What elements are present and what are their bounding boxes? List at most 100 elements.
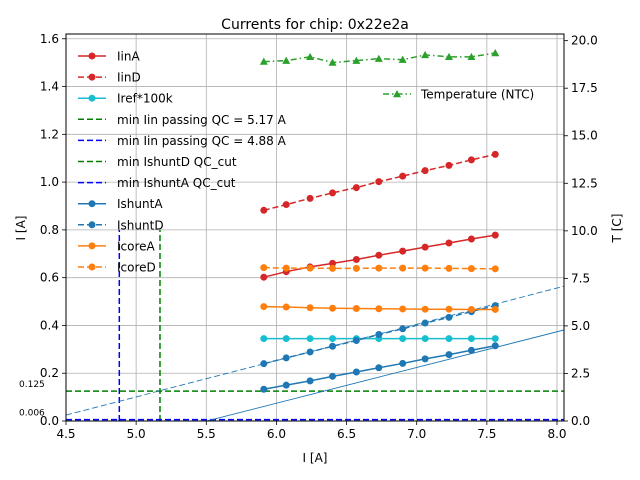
data-point [329,264,337,272]
legend-marker [88,94,96,102]
data-point [306,194,314,202]
temperature-point [491,49,500,57]
data-point [445,335,453,343]
data-point [352,264,360,272]
data-point [306,304,314,312]
temperature-point [467,52,476,61]
data-point [467,346,475,354]
data-point [445,313,453,321]
fit-line [66,285,564,416]
data-point [445,351,453,359]
data-point [329,342,337,350]
x-tick-label: 5.5 [197,427,216,441]
data-point [329,304,337,312]
data-point [421,167,429,175]
x-tick-label: 5.0 [127,427,146,441]
legend-marker [88,221,96,229]
y-axis-label: I [A] [14,216,28,241]
data-point [282,201,290,209]
data-point [375,305,383,313]
temperature-point [306,52,315,61]
data-point [282,335,290,343]
legend-label: IinD [117,71,141,85]
temperature-point [259,57,268,65]
y-tick-label: 0.4 [40,318,59,332]
y-tick-label: 0.0 [40,414,59,428]
data-point [421,335,429,343]
data-point [491,335,499,343]
legend: IinA IinD Iref*100k min Iin passing QC = 5.… [78,50,287,275]
y2-tick-label: 5.0 [571,319,590,333]
data-point [260,264,268,272]
temperature-point [421,50,430,59]
y2-tick-label: 7.5 [571,271,590,285]
data-point [282,264,290,272]
chart-title: Currents for chip: 0x22e2a [221,17,409,33]
y-tick-label: 1.4 [40,80,59,94]
data-point [421,355,429,363]
data-point [306,264,314,272]
y2-tick-label: 2.5 [571,366,590,380]
temperature-point [352,56,361,64]
data-point [421,305,429,313]
axes-frame [65,33,565,422]
data-point [491,231,499,239]
data-point [445,264,453,272]
data-point [375,178,383,186]
data-point [352,304,360,312]
legend-label: IcoreD [117,261,156,275]
legend-label: min IshuntA QC_cut [117,176,236,190]
y-tick-label: 1.6 [40,32,59,46]
data-point [282,354,290,362]
annotation-label: 0.006 [19,409,45,419]
series-line [263,266,496,270]
x-tick-label: 4.5 [56,427,75,441]
data-point [260,360,268,368]
x-tick-label: 8.0 [547,427,566,441]
data-point [491,305,499,313]
temperature-point [398,55,407,63]
y2-tick-label: 12.5 [571,176,598,190]
y2-tick-label: 17.5 [571,81,598,95]
data-point [329,189,337,197]
legend-marker [393,90,401,98]
data-point [375,331,383,339]
legend-label: Temperature (NTC) [420,88,534,102]
y2-tick-label: 10.0 [571,224,598,238]
legend-marker [88,73,96,81]
data-point [352,336,360,344]
data-point [399,335,407,343]
data-point [375,264,383,272]
annotation-label: 0.125 [19,380,45,390]
y-tick-label: 0.8 [40,223,59,237]
data-point [467,305,475,313]
data-point [421,243,429,251]
data-point [467,265,475,273]
x-axis-label: I [A] [303,451,328,465]
data-point [375,251,383,259]
legend-marker [88,52,96,60]
temperature-line [263,52,496,64]
temperature-point [444,52,453,61]
data-point [399,359,407,367]
temperature-point [374,54,383,62]
legend-marker [88,242,96,250]
data-point [467,156,475,164]
x-tick-label: 6.5 [337,427,356,441]
y2-tick-label: 0.0 [571,414,590,428]
data-point [352,256,360,264]
data-point [329,335,337,343]
data-point [421,319,429,327]
fit-line [204,329,564,421]
data-point [445,239,453,247]
x-tick-label: 6.0 [267,427,286,441]
data-point [491,342,499,350]
temperature-point [328,58,337,66]
data-point [260,206,268,214]
data-point [352,368,360,376]
plot-content [66,49,564,421]
legend-label: IinA [117,50,140,64]
data-point [445,161,453,169]
data-point [375,364,383,372]
